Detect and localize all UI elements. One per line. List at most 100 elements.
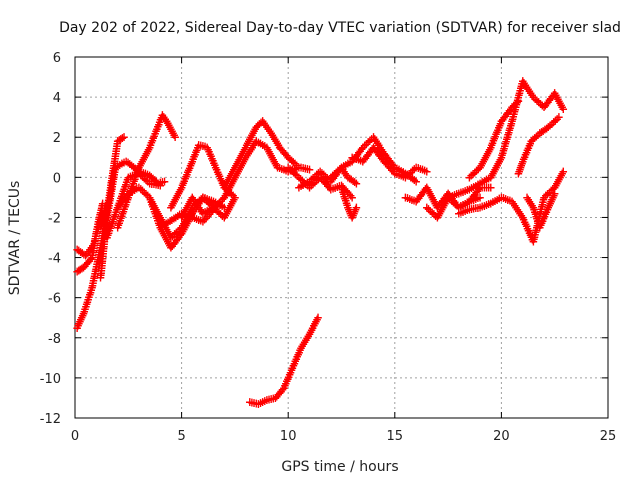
data-point: + xyxy=(339,159,349,173)
data-point: + xyxy=(446,190,456,204)
data-point: + xyxy=(501,192,511,206)
data-point: + xyxy=(218,178,228,192)
data-point: + xyxy=(341,184,351,198)
data-point: + xyxy=(209,194,219,208)
data-point: + xyxy=(78,309,88,323)
data-point: + xyxy=(539,190,549,204)
data-point: + xyxy=(89,271,99,285)
data-point: + xyxy=(96,268,106,282)
data-point: + xyxy=(516,81,526,95)
data-point: + xyxy=(551,178,561,192)
data-point: + xyxy=(454,200,464,214)
data-point: + xyxy=(529,232,539,246)
x-tick-label: 10 xyxy=(280,429,297,444)
data-point: + xyxy=(513,166,523,180)
data-point: + xyxy=(167,198,177,212)
data-point: + xyxy=(78,307,88,321)
data-point: + xyxy=(230,190,240,204)
data-point: + xyxy=(491,127,501,141)
data-point: + xyxy=(525,136,535,150)
data-point: + xyxy=(442,188,452,202)
data-point: + xyxy=(161,231,171,245)
data-point: + xyxy=(409,173,419,187)
data-point: + xyxy=(510,102,520,116)
data-point: + xyxy=(513,91,523,105)
data-point: + xyxy=(284,370,294,384)
data-point: + xyxy=(245,132,255,146)
data-point: + xyxy=(363,135,373,149)
data-point: + xyxy=(525,194,535,208)
data-point: + xyxy=(432,210,442,224)
data-point: + xyxy=(294,160,304,174)
data-point: + xyxy=(430,196,440,210)
data-point: + xyxy=(388,165,398,179)
x-axis-title: GPS time / hours xyxy=(281,459,398,475)
data-point: + xyxy=(108,166,118,180)
data-point: + xyxy=(392,167,402,181)
data-point: + xyxy=(186,202,196,216)
data-point: + xyxy=(260,394,270,408)
data-point: + xyxy=(100,230,110,244)
data-point: + xyxy=(106,184,116,198)
data-point: + xyxy=(197,204,207,218)
data-point: + xyxy=(350,151,360,165)
data-point: + xyxy=(196,214,206,228)
data-point: + xyxy=(75,263,85,277)
data-point: + xyxy=(415,189,425,203)
data-point: + xyxy=(438,200,448,214)
data-point: + xyxy=(294,345,304,359)
data-point: + xyxy=(370,132,380,146)
data-point: + xyxy=(118,207,128,221)
data-point: + xyxy=(122,188,132,202)
data-point: + xyxy=(200,192,210,206)
data-point: + xyxy=(238,154,248,168)
data-point: + xyxy=(532,212,542,226)
data-point: + xyxy=(524,226,534,240)
data-point: + xyxy=(424,184,434,198)
data-point: + xyxy=(223,172,233,186)
data-point: + xyxy=(452,199,462,213)
data-point: + xyxy=(101,222,111,236)
data-point: + xyxy=(263,122,273,136)
data-point: + xyxy=(505,194,515,208)
data-point: + xyxy=(167,239,177,253)
data-point: + xyxy=(197,192,207,206)
data-point: + xyxy=(354,153,364,167)
data-point: + xyxy=(287,164,297,178)
data-point: + xyxy=(542,203,552,217)
data-point: + xyxy=(371,144,381,158)
data-point: + xyxy=(141,187,151,201)
data-point: + xyxy=(183,214,193,228)
data-point: + xyxy=(519,152,529,166)
data-point: + xyxy=(106,181,116,195)
data-point: + xyxy=(247,140,257,154)
data-point: + xyxy=(333,164,343,178)
data-point: + xyxy=(276,384,286,398)
data-point: + xyxy=(341,194,351,208)
data-point: + xyxy=(99,237,109,251)
data-point: + xyxy=(521,145,531,159)
data-point: + xyxy=(356,153,366,167)
data-point: + xyxy=(201,194,211,208)
data-point: + xyxy=(113,198,123,212)
data-point: + xyxy=(413,161,423,175)
data-point: + xyxy=(152,122,162,136)
data-point: + xyxy=(104,190,114,204)
data-point: + xyxy=(228,164,238,178)
data-point: + xyxy=(538,195,548,209)
data-point: + xyxy=(165,239,175,253)
data-point: + xyxy=(223,184,233,198)
data-point: + xyxy=(466,193,476,207)
data-point: + xyxy=(512,95,522,109)
data-point: + xyxy=(524,139,534,153)
data-point: + xyxy=(93,252,103,266)
series-track-e: ++++++++++++++++++++++++++++++++++++++++… xyxy=(102,166,165,244)
data-point: + xyxy=(354,146,364,160)
data-point: + xyxy=(185,210,195,224)
data-point: + xyxy=(236,158,246,172)
data-point: + xyxy=(160,174,170,188)
data-point: + xyxy=(183,208,193,222)
data-point: + xyxy=(342,168,352,182)
data-point: + xyxy=(368,140,378,154)
data-point: + xyxy=(311,315,321,329)
